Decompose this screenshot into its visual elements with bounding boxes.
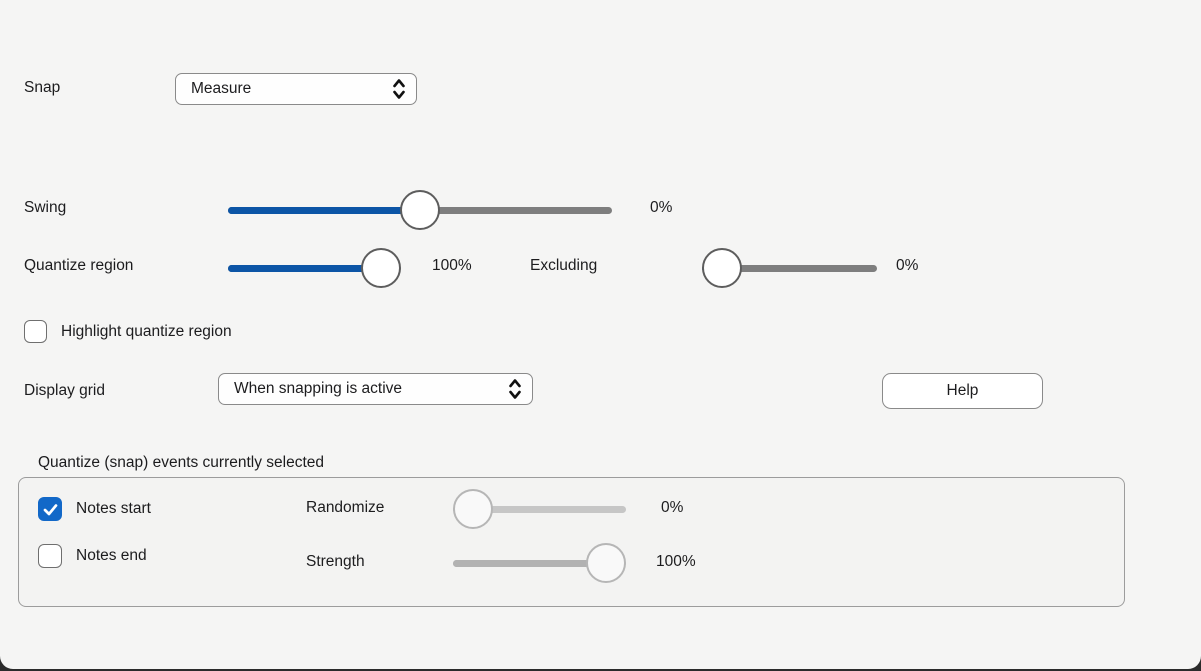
strength-slider[interactable] bbox=[453, 543, 626, 584]
excluding-slider[interactable] bbox=[702, 248, 877, 289]
excluding-slider-thumb[interactable] bbox=[702, 248, 742, 288]
swing-slider[interactable] bbox=[228, 190, 612, 231]
checkmark-icon bbox=[43, 504, 57, 516]
quantize-region-slider-fill bbox=[228, 265, 381, 272]
strength-label: Strength bbox=[306, 553, 365, 570]
notes-end-label[interactable]: Notes end bbox=[76, 547, 147, 564]
snap-select-value: Measure bbox=[191, 80, 252, 97]
randomize-label: Randomize bbox=[306, 499, 385, 516]
quantize-region-slider-thumb[interactable] bbox=[361, 248, 401, 288]
quantize-region-value: 100% bbox=[432, 257, 472, 274]
highlight-quantize-region-label[interactable]: Highlight quantize region bbox=[61, 323, 232, 340]
chevron-up-down-icon bbox=[509, 379, 521, 399]
snap-select[interactable]: Measure bbox=[175, 73, 417, 105]
quantize-region-slider[interactable] bbox=[228, 248, 401, 289]
randomize-slider[interactable] bbox=[453, 489, 626, 530]
strength-slider-fill bbox=[453, 560, 606, 567]
excluding-slider-track[interactable] bbox=[702, 265, 877, 272]
randomize-value: 0% bbox=[661, 499, 684, 516]
display-grid-select-value: When snapping is active bbox=[234, 380, 403, 397]
notes-start-label[interactable]: Notes start bbox=[76, 500, 151, 517]
notes-start-checkbox[interactable] bbox=[38, 497, 62, 521]
strength-value: 100% bbox=[656, 553, 696, 570]
excluding-label: Excluding bbox=[530, 257, 598, 274]
randomize-slider-track[interactable] bbox=[453, 506, 626, 513]
swing-slider-thumb[interactable] bbox=[400, 190, 440, 230]
snap-label: Snap bbox=[24, 79, 61, 96]
swing-value: 0% bbox=[650, 199, 673, 216]
excluding-value: 0% bbox=[896, 257, 919, 274]
events-section-panel: Notes start Notes end Randomize 0% Stren… bbox=[18, 477, 1125, 607]
strength-slider-thumb[interactable] bbox=[586, 543, 626, 583]
quantize-region-label: Quantize region bbox=[24, 257, 134, 274]
swing-label: Swing bbox=[24, 199, 67, 216]
randomize-slider-thumb[interactable] bbox=[453, 489, 493, 529]
help-button[interactable]: Help bbox=[882, 373, 1043, 409]
notes-end-checkbox[interactable] bbox=[38, 544, 62, 568]
highlight-quantize-region-checkbox[interactable] bbox=[24, 320, 47, 343]
swing-slider-fill bbox=[228, 207, 420, 214]
display-grid-label: Display grid bbox=[24, 382, 105, 399]
display-grid-select[interactable]: When snapping is active bbox=[218, 373, 533, 405]
events-section-title: Quantize (snap) events currently selecte… bbox=[38, 454, 325, 471]
chevron-up-down-icon bbox=[393, 79, 405, 99]
